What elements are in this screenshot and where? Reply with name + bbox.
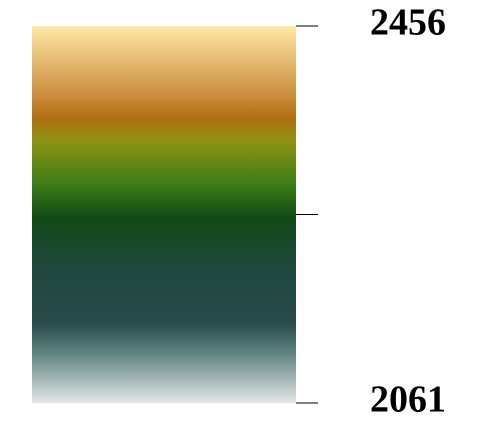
colorbar-gradient <box>32 26 296 403</box>
colorbar-tick-labels: 2456 2061 <box>370 2 446 421</box>
colorbar-ticks <box>296 25 318 404</box>
colorbar-tick-label-1: 2061 <box>370 379 446 421</box>
colorbar-tick-label-0: 2456 <box>370 2 446 44</box>
